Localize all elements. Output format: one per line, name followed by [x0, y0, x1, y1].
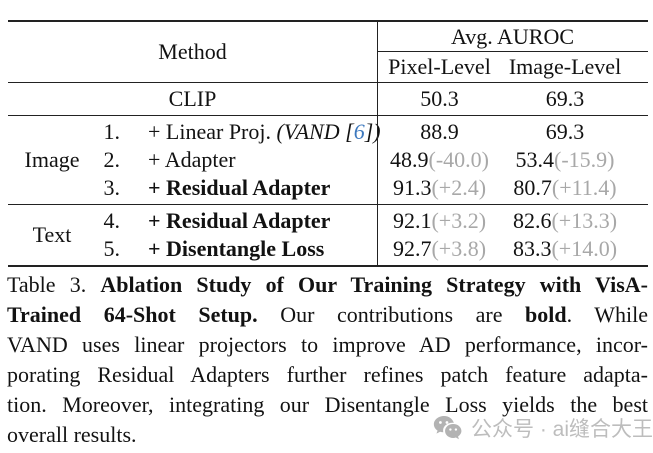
method-text-segment: + Residual Adapter — [148, 208, 331, 233]
caption-line: tion. Moreover, integrating our Disentan… — [7, 390, 648, 420]
pixel-value: 92.7(+3.8) — [377, 236, 502, 262]
value-delta: (+13.3) — [551, 208, 618, 233]
pixel-value: 48.9(-40.0) — [377, 147, 502, 173]
method-text-segment: ]) — [364, 119, 381, 144]
caption-text-segment: porating Residual Adapters further refin… — [7, 362, 648, 387]
method-name: + Disentangle Loss — [120, 236, 377, 262]
value: 92.1 — [392, 208, 432, 233]
pixel-value: 92.1(+3.2) — [377, 208, 502, 234]
value-delta: (+14.0) — [551, 236, 618, 261]
value: 48.9 — [390, 147, 429, 172]
row-number: 4. — [103, 208, 121, 233]
table-row: 5. + Disentangle Loss 92.7(+3.8) 83.3(+14.0… — [96, 235, 648, 263]
method-name: + Adapter — [120, 147, 377, 173]
method-text-segment: + Adapter — [148, 147, 236, 172]
caption-line: VAND uses linear projectors to improve A… — [7, 330, 648, 360]
pixel-value: 91.3(+2.4) — [377, 175, 502, 201]
image-value: 80.7(+11.4) — [502, 175, 628, 201]
table-group-image: Image 1. + Linear Proj. (VAND [6]) 88.9 69.3… — [8, 116, 648, 205]
table-header: Method Avg. AUROC Pixel-Level Image-Leve… — [8, 22, 648, 83]
table-row: 2. + Adapter 48.9(-40.0) 53.4(-15.9) — [96, 146, 648, 174]
method-name: CLIP — [168, 86, 217, 111]
image-value: 83.3(+14.0) — [502, 236, 628, 262]
value: 83.3 — [512, 236, 552, 261]
table-row: 1. + Linear Proj. (VAND [6]) 88.9 69.3 — [96, 118, 648, 146]
caption-text-segment: Table 3. — [7, 272, 101, 297]
col-header-pixel-level: Pixel-Level — [388, 54, 491, 79]
image-value: 53.4(-15.9) — [502, 147, 628, 173]
method-text-segment: + Linear Proj. — [148, 119, 277, 144]
col-header-avg-auroc: Avg. AUROC — [377, 22, 648, 52]
image-value: 82.6(+13.3) — [502, 208, 628, 234]
table-group-text: Text 4. + Residual Adapter 92.1(+3.2) 82.6(+… — [8, 205, 648, 265]
value: 88.9 — [420, 119, 459, 144]
value-delta: (+2.4) — [431, 175, 487, 200]
method-text-segment: (VAND [ — [276, 119, 354, 144]
caption-text-segment: Trained 64-Shot Setup. — [7, 302, 258, 327]
wechat-icon — [433, 415, 462, 440]
watermark-text: 公众号 · ai缝合大王 — [471, 418, 653, 441]
value-delta: (+3.2) — [431, 208, 487, 233]
caption-text-segment: Ablation Study of Our Training Strategy … — [100, 272, 648, 297]
caption-text-segment: bold — [525, 302, 567, 327]
value-delta: (+3.8) — [431, 236, 487, 261]
method-name: + Linear Proj. (VAND [6]) — [120, 119, 381, 145]
auroc-subheaders: Pixel-Level Image-Level — [377, 52, 648, 82]
method-name: + Residual Adapter — [120, 175, 377, 201]
table-body-groups: Image 1. + Linear Proj. (VAND [6]) 88.9 69.3… — [8, 116, 648, 265]
group-rows: 1. + Linear Proj. (VAND [6]) 88.9 69.3 2. + A… — [96, 118, 648, 202]
auroc-header-block: Avg. AUROC Pixel-Level Image-Level — [377, 22, 648, 82]
image-value: 69.3 — [502, 119, 628, 145]
table-row: 4. + Residual Adapter 92.1(+3.2) 82.6(+13.3… — [96, 207, 648, 235]
ablation-table: Method Avg. AUROC Pixel-Level Image-Leve… — [8, 20, 648, 267]
row-number: 3. — [103, 175, 121, 200]
value: 91.3 — [392, 175, 432, 200]
row-number: 5. — [103, 236, 121, 261]
group-label: Text — [32, 222, 72, 247]
col-header-method: Method — [158, 39, 227, 64]
value: 80.7 — [513, 175, 552, 200]
value-delta: (-40.0) — [428, 147, 489, 172]
caption-text-segment: overall results. — [7, 422, 137, 447]
value-delta: (-15.9) — [554, 147, 615, 172]
watermark: 公众号 · ai缝合大王 — [433, 413, 653, 443]
row-number: 2. — [103, 147, 121, 172]
pixel-value: 88.9 — [377, 119, 502, 145]
pixel-value: 50.3 — [420, 86, 459, 111]
caption-text-segment: tion. Moreover, integrating our Disentan… — [7, 392, 648, 417]
caption-line: overall results. — [7, 420, 648, 450]
caption-text-segment: . While — [566, 302, 649, 327]
table-row: 3. + Residual Adapter 91.3(+2.4) 80.7(+11.4… — [96, 174, 648, 202]
method-name: + Residual Adapter — [120, 208, 377, 234]
citation-link[interactable]: 6 — [353, 119, 365, 144]
table-caption: Table 3. Ablation Study of Our Training … — [7, 270, 648, 450]
value: 82.6 — [512, 208, 552, 233]
table-row-clip: CLIP 50.3 69.3 — [8, 83, 648, 116]
value: 69.3 — [545, 119, 585, 144]
image-value: 69.3 — [545, 86, 585, 111]
caption-line: porating Residual Adapters further refin… — [7, 360, 648, 390]
group-label: Image — [24, 147, 80, 172]
value-delta: (+11.4) — [551, 175, 617, 200]
column-divider — [377, 22, 378, 265]
caption-line: Table 3. Ablation Study of Our Training … — [7, 270, 648, 300]
caption-line: Trained 64-Shot Setup. Our contributions… — [7, 300, 648, 330]
col-header-image-level: Image-Level — [508, 54, 622, 79]
row-number: 1. — [103, 119, 121, 144]
method-text-segment: + Disentangle Loss — [148, 236, 325, 261]
caption-text-segment: VAND uses linear projectors to improve A… — [7, 332, 648, 357]
value: 92.7 — [392, 236, 432, 261]
value: 53.4 — [515, 147, 555, 172]
method-text-segment: + Residual Adapter — [148, 175, 331, 200]
caption-text-segment: Our contributions are — [257, 302, 526, 327]
group-rows: 4. + Residual Adapter 92.1(+3.2) 82.6(+13.3… — [96, 207, 648, 263]
